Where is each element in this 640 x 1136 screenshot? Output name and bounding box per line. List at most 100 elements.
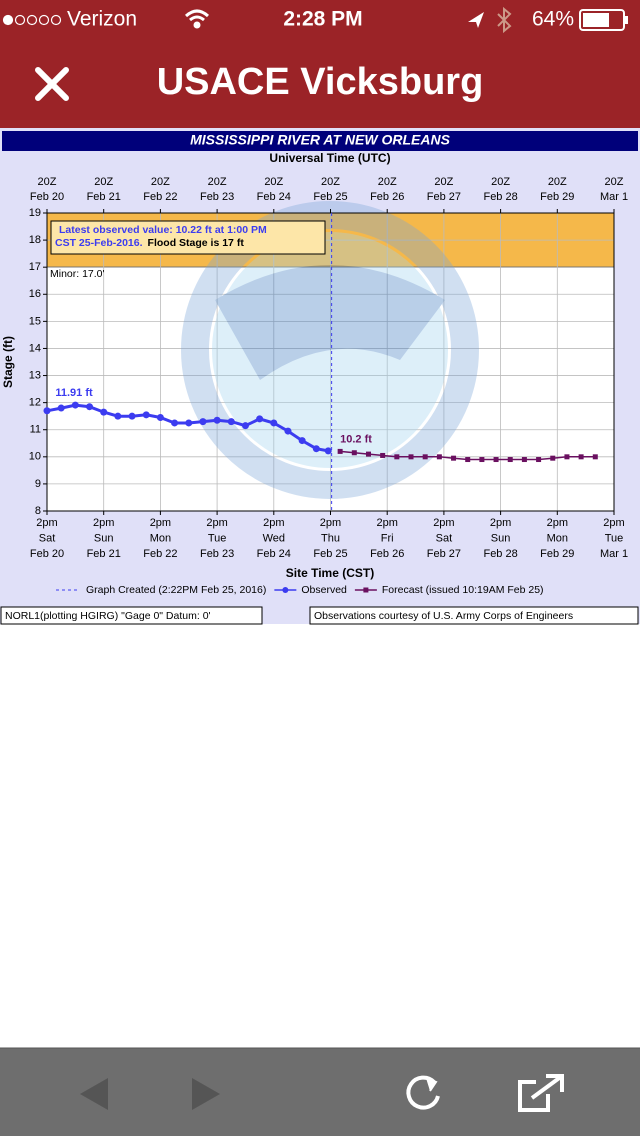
clock: 2:28 PM [283, 8, 362, 31]
legend-marker [363, 587, 369, 593]
x-tick-label: Mar 1 [600, 548, 628, 560]
peak-label: 10.2 ft [340, 433, 372, 445]
x2-tick-label: 20Z [434, 176, 453, 188]
x2-tick-label: 20Z [321, 176, 340, 188]
x-tick-label: 2pm [547, 517, 568, 529]
point [351, 450, 357, 456]
legend-marker [282, 587, 289, 593]
signal [2, 14, 62, 26]
y-tick-label: 19 [29, 207, 41, 219]
x-tick-label: Feb 27 [427, 548, 461, 560]
annotation-line: CST 25-Feb-2016. Flood Stage is 17 ft [55, 237, 244, 249]
x-tick-label: Feb 21 [87, 548, 121, 560]
x-tick-label: 2pm [433, 517, 454, 529]
point [156, 414, 164, 422]
x2-tick-label: 20Z [605, 176, 624, 188]
point [521, 457, 527, 463]
chart-title: MISSISSIPPI RIVER AT NEW ORLEANS [190, 132, 450, 148]
point [436, 454, 442, 460]
point [507, 457, 513, 463]
point [550, 455, 556, 461]
x-tick-label: Feb 28 [483, 548, 517, 560]
x-tick-label: 2pm [150, 517, 171, 529]
x2-tick-label: 20Z [264, 176, 283, 188]
point [394, 454, 400, 460]
x-tick-label: 2pm [93, 517, 114, 529]
y-tick-label: 17 [29, 261, 41, 273]
y-tick-label: 18 [29, 234, 41, 246]
x-tick-label: 2pm [263, 517, 284, 529]
point [479, 457, 485, 463]
x-tick-label: Feb 20 [30, 548, 64, 560]
forward-button[interactable] [192, 1078, 220, 1110]
footer-left-box [0, 606, 263, 625]
x-tick-label: Thu [321, 532, 340, 544]
point [142, 411, 150, 419]
point [324, 447, 332, 455]
y-tick-label: 14 [29, 342, 41, 354]
x-tick-label: 2pm [603, 517, 624, 529]
point [213, 416, 221, 424]
y-tick-label: 11 [30, 424, 41, 436]
close-button[interactable] [35, 67, 69, 101]
share-button[interactable] [518, 1074, 564, 1112]
x-tick-label: 2pm [206, 517, 227, 529]
point [312, 445, 320, 453]
point [270, 419, 278, 427]
annotation-line: Latest observed value: 10.22 ft at 1:00 … [59, 224, 267, 236]
overlay: Minor: 17.0' 8 9 10 11 12 13 14 15 16 17 18 19 2pm Sat… [29, 176, 628, 596]
x-tick-label: Tue [605, 532, 624, 544]
footer-right: Observations courtesy of U.S. Army Corps… [314, 610, 573, 622]
wifi-icon [184, 9, 210, 29]
x2-tick-label: Feb 22 [143, 191, 177, 203]
point [564, 454, 570, 460]
x-tick-label: Feb 24 [257, 548, 291, 560]
x-tick-label: Sun [94, 532, 114, 544]
peak-label: 11.91 ft [55, 387, 93, 399]
point [185, 419, 193, 427]
point [114, 412, 122, 420]
x2-tick-label: Feb 20 [30, 191, 64, 203]
x-tick-label: Feb 22 [143, 548, 177, 560]
x-tick-label: Feb 26 [370, 548, 404, 560]
legend-label: Forecast (issued 10:19AM Feb 25) [382, 584, 544, 596]
x2-tick-label: Feb 23 [200, 191, 234, 203]
point [199, 418, 207, 426]
point [171, 419, 179, 427]
x-axis-title: Site Time (CST) [286, 566, 374, 580]
annotation-box [50, 220, 326, 255]
legend-label: Observed [301, 584, 347, 596]
y-axis-title: Stage (ft) [1, 336, 15, 388]
footer-left: NORL1(plotting HGIRG) "Gage 0" Datum: 0' [5, 610, 211, 622]
point [380, 452, 386, 458]
x-tick-label: Tue [208, 532, 227, 544]
bluetooth-icon [497, 6, 512, 34]
x2-axis-title: Universal Time (UTC) [269, 151, 390, 165]
x2-tick-label: 20Z [378, 176, 397, 188]
point [241, 422, 249, 430]
x-tick-label: Feb 29 [540, 548, 574, 560]
x2-tick-label: Mar 1 [600, 191, 628, 203]
chart-title-bar [2, 131, 638, 151]
x-tick-label: Sat [436, 532, 453, 544]
x2-tick-label: Feb 25 [313, 191, 347, 203]
x2-tick-label: 20Z [208, 176, 227, 188]
point [71, 401, 79, 409]
back-button[interactable] [80, 1078, 108, 1110]
x-tick-label: Fri [381, 532, 394, 544]
footer-right-box [309, 606, 639, 625]
x2-tick-label: 20Z [94, 176, 113, 188]
reload-button[interactable] [406, 1075, 440, 1110]
point [43, 407, 51, 415]
watermark [181, 201, 479, 499]
x-tick-label: Mon [150, 532, 171, 544]
x-tick-label: 2pm [376, 517, 397, 529]
x-tick-label: Sat [39, 532, 56, 544]
x-tick-label: 2pm [320, 517, 341, 529]
plot-frame [46, 212, 615, 512]
legend-label: Graph Created (2:22PM Feb 25, 2016) [86, 584, 266, 596]
header-bg [0, 0, 640, 128]
x2-tick-label: 20Z [151, 176, 170, 188]
